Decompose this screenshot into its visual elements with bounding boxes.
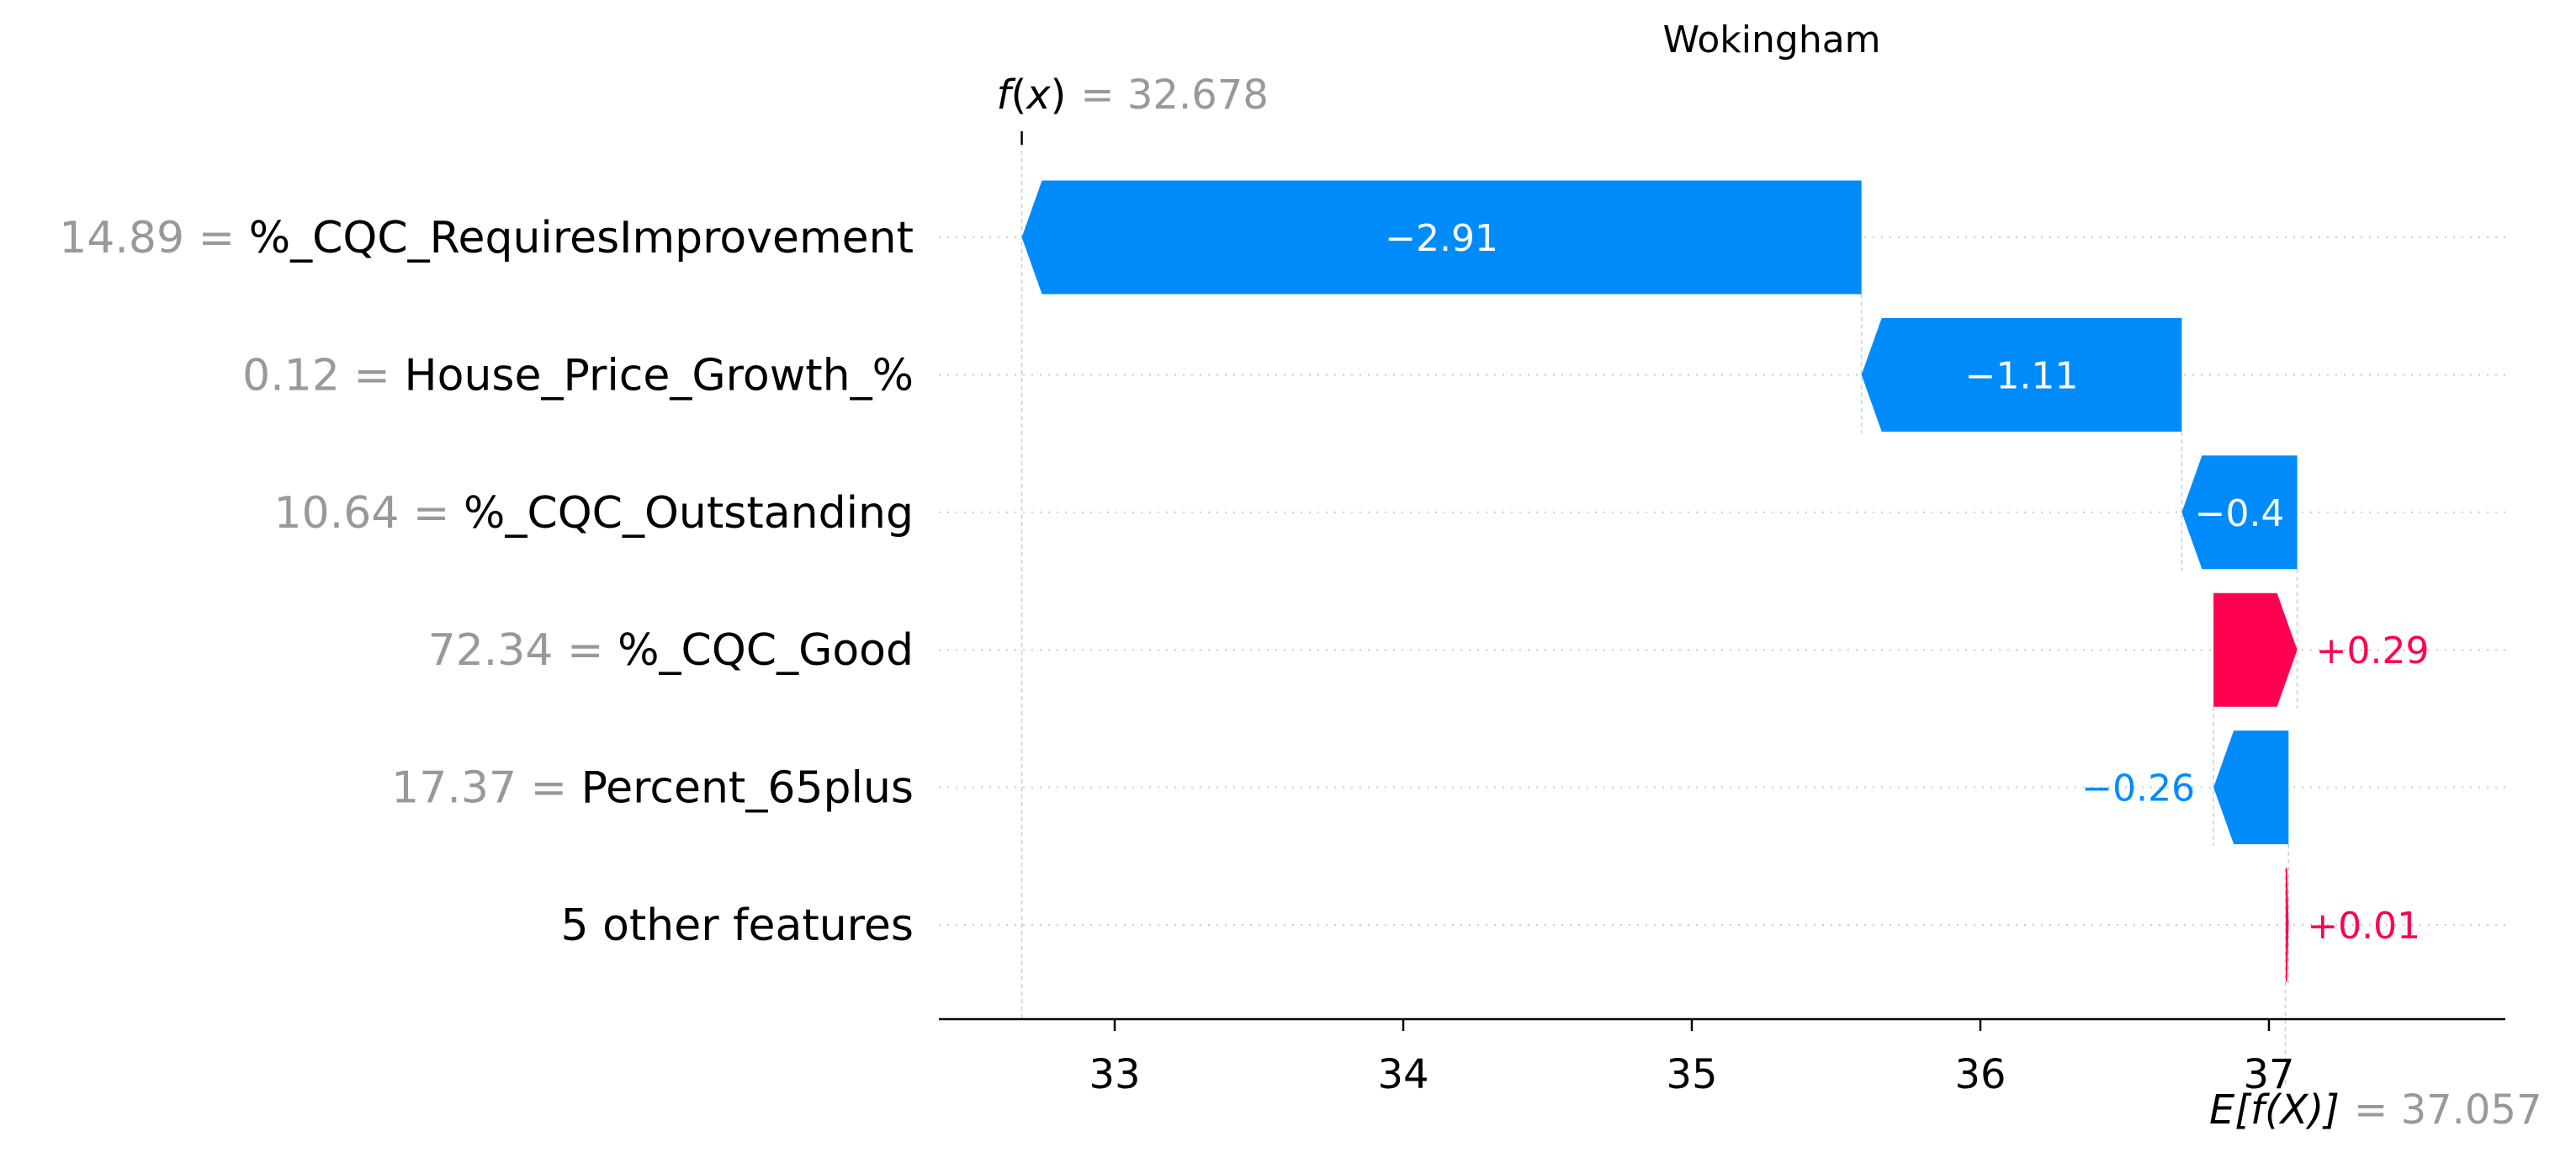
feature-label: 14.89 = %_CQC_RequiresImprovement	[59, 213, 914, 263]
bar-value-label: −2.91	[1385, 217, 1498, 260]
feature-label: 5 other features	[560, 900, 914, 951]
bar-value-label: −0.4	[2195, 492, 2285, 535]
fx-label-x: x	[1025, 72, 1051, 119]
x-tick-label: 37	[2243, 1051, 2294, 1098]
feature-value: 17.37 =	[391, 763, 581, 814]
waterfall-bar	[2181, 455, 2298, 570]
bar-labels: −2.91 −1.11 −0.4 +0.29 −0.26 +0.01	[1385, 217, 2429, 948]
fx-value: = 32.678	[1080, 72, 1268, 119]
feature-value: 10.64 =	[274, 488, 464, 539]
feature-name: %_CQC_Outstanding	[464, 488, 914, 539]
feature-label: 17.37 = Percent_65plus	[391, 763, 914, 814]
x-tick-label: 34	[1377, 1051, 1428, 1098]
efx-label: E[f(X)] = 37.057	[2209, 1086, 2542, 1134]
x-tick-label: 36	[1954, 1051, 2006, 1098]
feature-label: 10.64 = %_CQC_Outstanding	[274, 488, 914, 539]
feature-name: %_CQC_Good	[617, 625, 914, 676]
waterfall-bar	[2213, 730, 2289, 845]
feature-value: 0.12 =	[242, 350, 404, 401]
feature-name: 5 other features	[560, 900, 914, 951]
x-tick-label: 33	[1089, 1051, 1140, 1098]
bar-value-label: −0.26	[2081, 768, 2195, 810]
bar-value-label: +0.29	[2316, 629, 2430, 672]
efx-label-main: E[f(X)]	[2209, 1086, 2340, 1134]
feature-name: Percent_65plus	[581, 763, 914, 814]
feature-labels: 14.89 = %_CQC_RequiresImprovement 0.12 = …	[59, 213, 914, 951]
waterfall-bar	[2213, 592, 2298, 707]
feature-value: 14.89 =	[59, 213, 249, 263]
waterfall-bar	[1861, 317, 2182, 432]
gridlines	[939, 236, 2505, 926]
feature-name: %_CQC_RequiresImprovement	[249, 213, 914, 263]
bar-value-label: −1.11	[1965, 354, 2079, 397]
waterfall-bar	[1021, 180, 1862, 295]
bars	[1021, 180, 2298, 982]
feature-value: 72.34 =	[428, 625, 618, 676]
feature-name: House_Price_Growth_%	[405, 350, 914, 401]
feature-label: 72.34 = %_CQC_Good	[428, 625, 914, 676]
efx-value: = 37.057	[2354, 1086, 2542, 1134]
x-tick-label: 35	[1666, 1051, 1717, 1098]
efx-annotation: E[f(X)] = 37.057	[2209, 1086, 2542, 1134]
fx-label: f(x) = 32.678	[997, 72, 1269, 119]
reference-lines	[1020, 143, 2298, 1086]
bar-value-label: +0.01	[2307, 905, 2420, 948]
waterfall-bar	[2285, 868, 2289, 982]
chart-title: Wokingham	[1662, 19, 1880, 61]
fx-annotation: f(x) = 32.678	[997, 72, 1269, 145]
feature-label: 0.12 = House_Price_Growth_%	[242, 350, 914, 401]
x-axis-ticks: 33 34 35 36 37	[1089, 1019, 2295, 1098]
